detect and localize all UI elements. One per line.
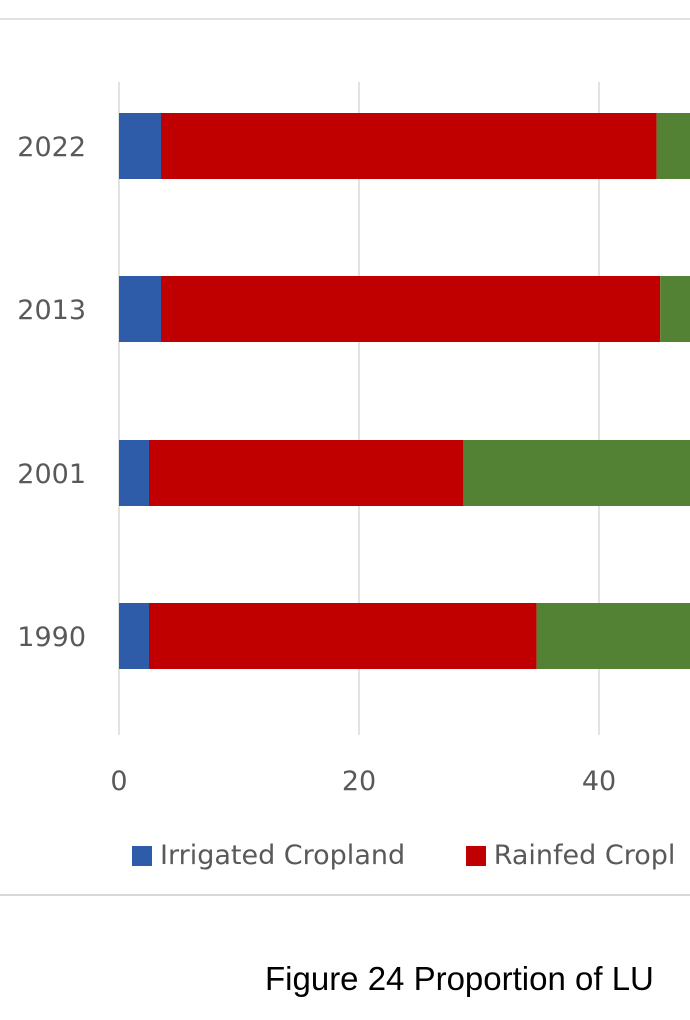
legend-swatch-irrigated-cropland	[132, 845, 152, 866]
bar-1990-series-0	[119, 603, 149, 669]
bar-2022-series-2	[656, 113, 690, 179]
y-tick-label-2013: 2013	[17, 295, 86, 326]
legend-item-rainfed-cropland: Rainfed Cropl	[465, 840, 676, 871]
x-tick-label-40: 40	[582, 766, 616, 797]
chart-frame: 1990 2001 2013 2022 0 20 40 Irrigated Cropland…	[0, 18, 690, 896]
bar-2001-series-1	[149, 440, 464, 506]
y-tick-label-2001: 2001	[17, 459, 86, 490]
y-tick-label-1990: 1990	[17, 622, 86, 653]
bar-2013-series-1	[161, 276, 661, 342]
bar-2001-series-0	[119, 440, 149, 506]
legend-label-irrigated-cropland: Irrigated Cropland	[160, 840, 406, 871]
y-tick-label-2022: 2022	[17, 132, 86, 163]
bar-2013-series-2	[660, 276, 690, 342]
legend: Irrigated Cropland Rainfed Cropl	[132, 840, 690, 873]
bar-2013-series-0	[119, 276, 161, 342]
bar-2001-series-2	[463, 440, 690, 506]
legend-swatch-rainfed-cropland	[465, 845, 486, 866]
bar-1990-series-1	[149, 603, 537, 669]
legend-label-rainfed-cropland: Rainfed Cropl	[493, 840, 676, 871]
legend-item-irrigated-cropland: Irrigated Cropland	[132, 840, 405, 871]
x-tick-label-20: 20	[342, 766, 376, 797]
figure-caption: Figure 24 Proportion of LU	[265, 960, 654, 997]
bar-2022-series-0	[119, 113, 161, 179]
bar-2022-series-1	[161, 113, 657, 179]
x-tick-label-0: 0	[110, 766, 127, 797]
bar-1990-series-2	[536, 603, 690, 669]
bar-chart: 1990 2001 2013 2022 0 20 40	[17, 82, 690, 797]
